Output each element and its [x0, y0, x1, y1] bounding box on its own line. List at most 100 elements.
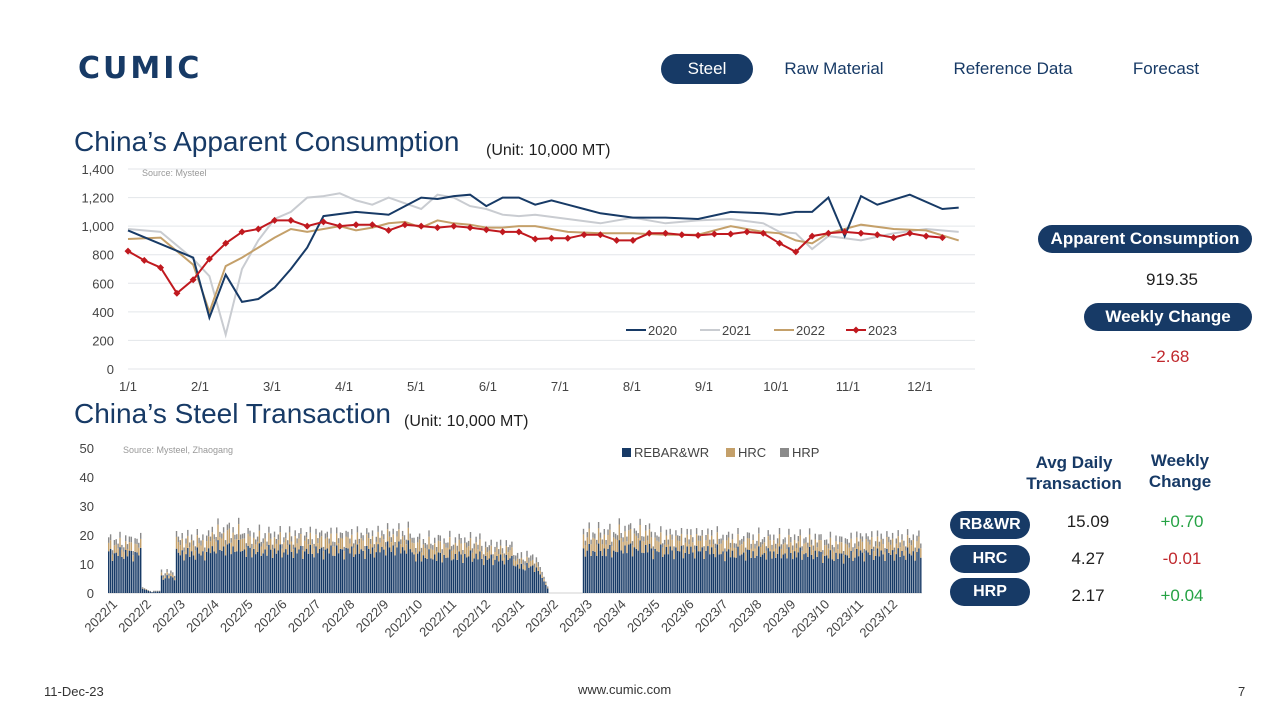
- bar-hrp: [818, 534, 820, 540]
- bar-rebar-wr: [213, 551, 215, 593]
- point-2023: [792, 248, 800, 256]
- bar-rebar-wr: [718, 554, 720, 593]
- bar-rebar-wr: [582, 548, 585, 593]
- bar-rebar-wr: [238, 539, 240, 593]
- bar-hrp: [332, 541, 334, 547]
- cumic-logo[interactable]: CUMIC: [78, 51, 202, 86]
- bar-hrc: [392, 534, 394, 546]
- bar-hrp: [322, 546, 325, 552]
- bar-rebar-wr: [684, 552, 687, 593]
- bar-rebar-wr: [222, 546, 225, 593]
- tab-raw-material[interactable]: Raw Material: [784, 59, 884, 78]
- point-2023: [124, 247, 132, 255]
- bar-hrp: [908, 537, 911, 544]
- bar-rebar-wr: [628, 544, 630, 593]
- bar-hrc: [852, 551, 854, 561]
- point-2023: [450, 222, 458, 230]
- bar-hrc: [368, 538, 370, 549]
- bar-hrp: [345, 530, 347, 537]
- bar-hrc: [400, 544, 402, 554]
- legend-label: HRP: [792, 445, 819, 460]
- point-2023: [205, 255, 213, 263]
- bar-rebar-wr: [739, 555, 741, 593]
- bar-hrc: [590, 544, 592, 556]
- bar-hrp: [324, 533, 327, 539]
- bar-hrc: [371, 536, 374, 548]
- bar-hrp: [522, 559, 524, 565]
- bar-hrp: [645, 525, 647, 531]
- bar-rebar-wr: [920, 557, 922, 593]
- bar-hrp: [692, 537, 694, 543]
- bar-rebar-wr: [899, 556, 901, 593]
- bar-hrc: [224, 544, 227, 556]
- bar-hrc: [846, 544, 849, 556]
- legend-label: HRC: [738, 445, 766, 460]
- bar-hrp: [202, 534, 204, 540]
- bar-hrp: [780, 544, 783, 549]
- bar-rebar-wr: [417, 553, 419, 593]
- bar-hrc: [426, 549, 428, 559]
- bar-hrc: [874, 546, 877, 556]
- bar-hrp: [460, 538, 462, 544]
- bar-hrc: [138, 547, 140, 556]
- tab-reference-data[interactable]: Reference Data: [953, 59, 1073, 78]
- tab-steel[interactable]: Steel: [661, 54, 753, 84]
- bar-hrc: [731, 539, 734, 551]
- bar-hrp: [767, 530, 769, 537]
- bar-hrp: [831, 544, 834, 550]
- legend-marker-2023: [852, 326, 860, 334]
- bar-hrc: [805, 542, 807, 554]
- bar-hrc: [807, 547, 809, 557]
- bar-hrp: [667, 539, 670, 545]
- bar-hrc: [271, 549, 274, 558]
- footer-url[interactable]: www.cumic.com: [578, 682, 672, 697]
- point-2023: [271, 216, 279, 224]
- bar-hrc: [296, 543, 298, 554]
- bar-hrp: [671, 534, 673, 540]
- bar-hrp: [123, 547, 125, 552]
- bar-hrc: [505, 546, 508, 555]
- bar-rebar-wr: [799, 547, 801, 593]
- bar-hrp: [162, 575, 165, 578]
- bar-hrc: [729, 547, 732, 558]
- bar-rebar-wr: [835, 552, 837, 593]
- bar-hrp: [292, 544, 295, 550]
- bar-rebar-wr: [123, 558, 125, 593]
- bar-hrp: [741, 538, 743, 544]
- bar-hrc: [910, 545, 913, 556]
- bar-hrp: [449, 530, 451, 537]
- bar-hrp: [368, 532, 370, 538]
- bar-rebar-wr: [692, 552, 694, 593]
- bar-hrc: [309, 532, 312, 545]
- y-tick-label: 0: [87, 586, 94, 601]
- bar-rebar-wr: [153, 591, 155, 593]
- bar-hrc: [166, 572, 168, 576]
- bar-hrc: [903, 545, 905, 556]
- bar-hrp: [505, 540, 508, 546]
- bar-hrp: [483, 554, 485, 559]
- tab-forecast[interactable]: Forecast: [1132, 59, 1200, 78]
- y-tick-label: 1,200: [81, 191, 114, 206]
- bar-hrp: [434, 537, 436, 544]
- bar-hrc: [471, 552, 474, 562]
- bar-rebar-wr: [456, 560, 459, 593]
- bar-hrp: [629, 523, 632, 529]
- bar-hrc: [136, 544, 138, 553]
- bar-rebar-wr: [528, 567, 530, 593]
- bar-hrc: [492, 558, 494, 565]
- bar-hrc: [401, 536, 404, 548]
- bar-hrp: [469, 532, 472, 539]
- bar-hrp: [705, 535, 707, 541]
- bar-rebar-wr: [388, 547, 391, 593]
- bar-hrc: [140, 538, 142, 548]
- y-tick-label: 10: [80, 557, 94, 572]
- bar-hrc: [786, 549, 788, 559]
- bar-hrc: [859, 538, 862, 551]
- bar-rebar-wr: [264, 549, 266, 593]
- point-2023: [857, 229, 865, 237]
- bar-rebar-wr: [260, 555, 263, 593]
- bar-hrc: [678, 541, 681, 552]
- bar-hrp: [901, 534, 903, 540]
- bar-hrp: [748, 532, 751, 539]
- bar-rebar-wr: [893, 560, 896, 593]
